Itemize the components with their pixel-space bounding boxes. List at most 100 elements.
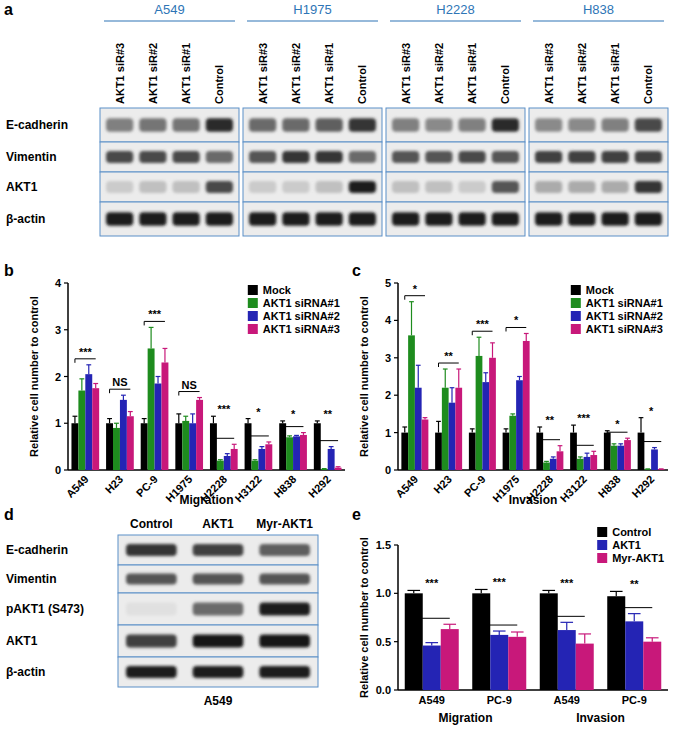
error-bar [73,416,78,423]
error-bar [510,414,515,416]
panel-letter: e [352,506,361,523]
x-tick-label: PC-9 [487,694,512,706]
error-bar [225,454,230,456]
band [206,151,233,163]
error-bar [259,447,264,449]
error-bar [578,457,583,459]
error-cap [578,456,583,457]
blot-row [118,593,318,625]
error-cap [79,378,84,379]
error-stem [492,343,493,358]
bar [590,455,597,470]
blot-row [243,172,382,202]
error-bar [246,419,251,424]
error-bar [336,466,341,468]
error-stem [418,365,419,387]
bar [523,341,530,470]
y-tick [394,320,398,321]
band [392,212,419,226]
significance-label: * [256,406,261,418]
y-tick-label: 2 [385,389,391,401]
error-bar [558,446,563,452]
significance-label: NS [182,379,197,391]
error-bar [551,457,556,459]
blot-row [100,108,239,142]
band [459,151,486,163]
error-cap [571,425,576,426]
error-bar [544,461,549,462]
bar [182,421,189,470]
y-tick [394,432,398,433]
x-tick-label: A549 [64,473,91,500]
error-cap [232,444,237,445]
error-bar [493,631,506,635]
error-bar [436,421,441,432]
significance-tick [413,618,414,622]
band [173,181,200,193]
significance-tick [539,440,540,444]
error-cap [190,413,195,414]
error-cap [253,459,258,460]
legend: MockAKT1 siRNA#1AKT1 siRNA#2AKT1 siRNA#3 [571,284,663,335]
band [173,118,200,132]
band [139,118,166,132]
error-bar [511,632,524,637]
legend-label: AKT1 siRNA#1 [586,297,663,309]
significance-line [472,331,492,332]
y-tick-label: 3 [385,352,391,364]
legend-swatch [248,285,258,295]
bar [638,433,645,470]
error-bar [560,622,573,630]
bar [584,457,591,470]
error-cap [423,417,428,418]
bar [509,416,516,470]
band [193,544,244,556]
bar [328,449,335,470]
error-stem [95,384,96,389]
bar [300,435,307,470]
error-stem [144,419,145,424]
error-cap [560,622,573,623]
error-bar [591,451,596,455]
bar [401,433,408,470]
band [106,118,133,132]
error-bar [79,379,84,391]
band [602,151,629,163]
marks [405,589,662,690]
blot-row [118,657,318,687]
error-cap [336,466,341,467]
bar [217,461,224,470]
bar [335,468,342,470]
legend-swatch [248,298,258,308]
lane-label: Control [213,65,225,104]
bar [482,382,489,470]
error-cap [142,418,147,419]
legend-label: AKT1 siRNA#1 [263,297,340,309]
bar [536,433,543,470]
significance-line [405,295,425,296]
error-bar [86,365,91,374]
y-tick-label: 4 [55,277,62,289]
error-bar [542,590,555,593]
error-bar [639,418,644,433]
bar [224,456,231,470]
band [392,118,419,132]
error-stem [451,388,452,403]
header-line [247,20,378,21]
band [459,212,486,226]
y-tick-label: 2 [55,371,61,383]
y-tick [394,357,398,358]
error-cap [246,418,251,419]
significance-tick [282,427,283,431]
error-stem [157,377,158,384]
error-cap [156,376,161,377]
legend-label: Myr-AKT1 [612,552,664,564]
significance-tick [317,441,318,445]
error-bar [287,436,292,437]
error-bar [450,388,455,403]
y-tick [64,329,68,330]
error-cap [605,430,610,431]
bar [405,593,423,690]
x-tick-label: H838 [271,473,298,500]
cell-line-header: H1975 [293,2,331,17]
